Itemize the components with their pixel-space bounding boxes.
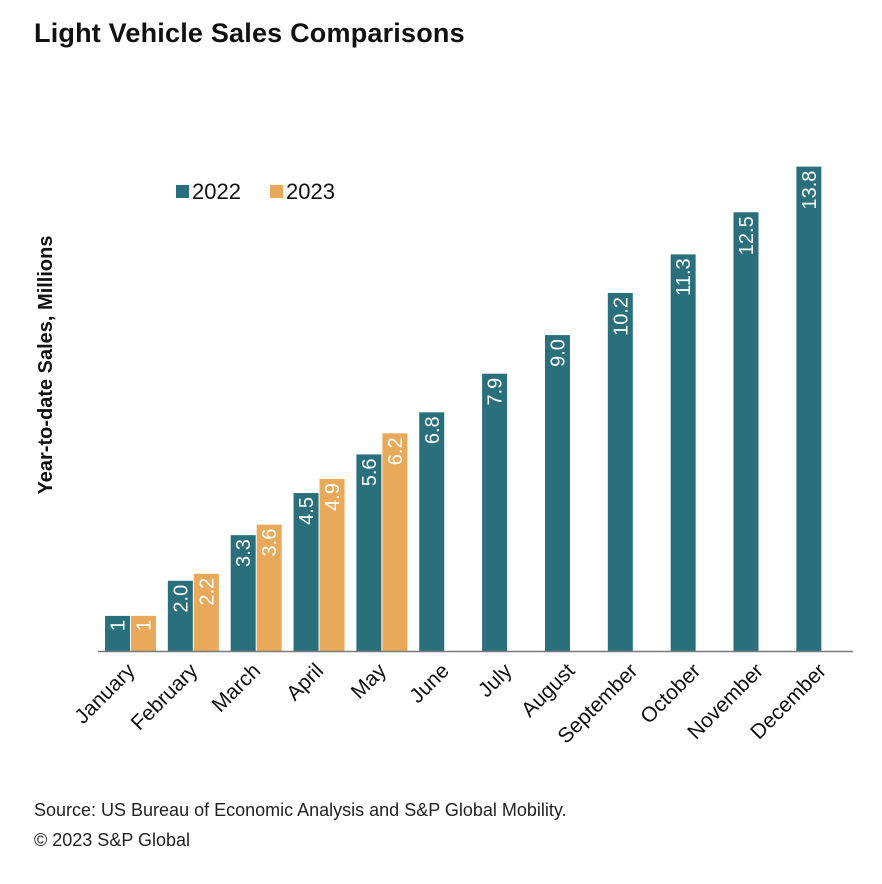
bar-chart: Year-to-date Sales, Millions 2022 2023 12… [35, 166, 853, 748]
bar-2023-march [256, 524, 282, 651]
bar-2022-january [105, 615, 130, 651]
bar-label-2022-february: 2.0 [170, 585, 192, 613]
bar-label-2022-november: 12.5 [736, 216, 758, 255]
legend-label-2023: 2023 [286, 179, 335, 204]
bar-label-2022-december: 13.8 [799, 171, 821, 210]
bar-label-2023-february: 2.2 [196, 578, 218, 606]
x-tick-label-june: June [405, 659, 453, 707]
bar-2022-april [293, 493, 319, 651]
x-tick-label-april: April [282, 659, 328, 705]
bar-2022-september [607, 292, 633, 651]
bar-2022-july [482, 373, 508, 651]
y-axis-label: Year-to-date Sales, Millions [35, 236, 57, 495]
chart-title: Light Vehicle Sales Comparisons [34, 18, 465, 48]
source-note: Source: US Bureau of Economic Analysis a… [34, 800, 567, 820]
x-tick-label-july: July [474, 659, 517, 702]
bar-label-2022-july: 7.9 [485, 378, 507, 406]
bar-2023-january [131, 615, 156, 651]
bar-2022-march [230, 535, 256, 651]
bar-label-2022-august: 9.0 [547, 339, 569, 367]
bar-2023-may [382, 433, 408, 651]
bar-2022-may [356, 454, 382, 651]
bar-label-2023-march: 3.6 [259, 529, 281, 557]
copyright-note: © 2023 S&P Global [34, 830, 191, 850]
bar-label-2022-june: 6.8 [422, 416, 444, 444]
bar-label-2023-january: 1 [134, 620, 156, 631]
x-tick-label-august: August [517, 659, 580, 722]
bar-label-2022-september: 10.2 [610, 297, 632, 336]
bar-label-2023-may: 6.2 [385, 437, 407, 465]
bar-label-2023-april: 4.9 [322, 483, 344, 511]
bar-2022-february [167, 580, 193, 651]
bar-label-2022-october: 11.3 [673, 258, 695, 295]
bar-label-2022-may: 5.6 [359, 458, 381, 486]
bar-label-2022-march: 3.3 [233, 539, 255, 567]
bar-label-2022-january: 1 [108, 620, 130, 631]
legend-swatch-2022 [176, 185, 189, 198]
x-tick-label-february: February [127, 659, 203, 735]
bar-2023-february [193, 573, 219, 651]
chart-footer: Source: US Bureau of Economic Analysis a… [34, 795, 567, 855]
legend-label-2022: 2022 [192, 179, 241, 204]
x-tick-label-may: May [347, 659, 392, 704]
bar-2022-november [733, 212, 759, 651]
bar-2022-december [796, 166, 822, 651]
bar-2023-april [319, 479, 345, 651]
legend-swatch-2023 [270, 185, 283, 198]
bar-2022-august [544, 335, 570, 651]
bar-label-2022-april: 4.5 [296, 497, 318, 525]
bar-2022-october [670, 254, 696, 651]
x-tick-label-march: March [208, 659, 266, 717]
bar-2022-june [419, 412, 445, 651]
